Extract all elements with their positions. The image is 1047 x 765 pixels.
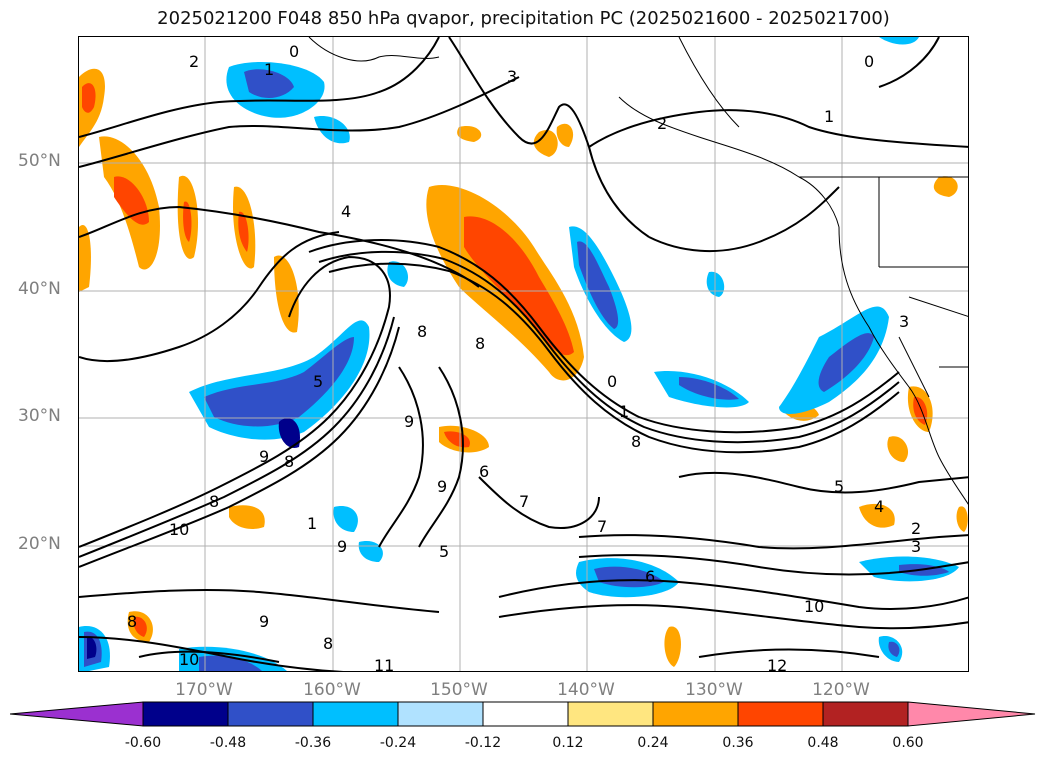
colorbar-swatch-over [907, 701, 1036, 727]
contour-label: 0 [607, 372, 617, 391]
colorbar-tick-label: 0.12 [552, 735, 584, 751]
colorbar-tick-label: -0.48 [209, 735, 247, 751]
contour-label: 5 [313, 372, 323, 391]
colorbar-swatch [397, 701, 484, 727]
lon-label-150w: 150°W [430, 680, 488, 700]
contour-label: 8 [127, 612, 137, 631]
contour-label: 0 [289, 42, 299, 61]
colorbar-tick-label: -0.36 [294, 735, 332, 751]
lat-label-40n: 40°N [18, 279, 61, 299]
contour-label: 0 [864, 52, 874, 71]
contour-label: 9 [259, 612, 269, 631]
contour-label: 12 [767, 656, 787, 672]
contour-label: 8 [323, 634, 333, 653]
map-canvas: 0 1 2 3 0 1 2 4 8 5 8 9 6 7 0 1 8 7 9 5 … [79, 37, 968, 672]
contour-label: 5 [834, 477, 844, 496]
lat-label-50n: 50°N [18, 151, 61, 171]
colorbar-tick-label: 0.48 [807, 735, 839, 751]
contour-label: 9 [437, 477, 447, 496]
contour-label: 1 [307, 514, 317, 533]
lon-label-130w: 130°W [685, 680, 743, 700]
contour-label: 9 [259, 447, 269, 466]
contour-label: 8 [284, 452, 294, 471]
colorbar-tick-label: 0.36 [722, 735, 754, 751]
contour-label: 1 [824, 107, 834, 126]
contour-label: 8 [475, 334, 485, 353]
contour-label: 11 [374, 656, 394, 672]
contour-label: 9 [337, 537, 347, 556]
colorbar-swatch [822, 701, 909, 727]
contour-label: 10 [169, 520, 189, 539]
colorbar-swatch-under [10, 701, 144, 727]
contour-label: 7 [597, 517, 607, 536]
contour-label: 3 [899, 312, 909, 331]
contour-label: 8 [417, 322, 427, 341]
contour-label: 7 [519, 492, 529, 511]
lon-label-120w: 120°W [812, 680, 870, 700]
colorbar-swatch [737, 701, 824, 727]
lat-label-30n: 30°N [18, 406, 61, 426]
contour-label: 4 [874, 497, 884, 516]
contour-lines [79, 37, 968, 671]
colorbar-swatch [652, 701, 739, 727]
contour-label: 1 [619, 402, 629, 421]
lon-label-170w: 170°W [175, 680, 233, 700]
colorbar [10, 701, 1036, 727]
colorbar-tick-label: -0.60 [124, 735, 162, 751]
contour-label: 10 [804, 597, 824, 616]
map-title: 2025021200 F048 850 hPa qvapor, precipit… [157, 8, 890, 29]
contour-label: 1 [264, 60, 274, 79]
contour-label: 3 [507, 67, 517, 86]
colorbar-swatch [312, 701, 399, 727]
contour-labels: 0 1 2 3 0 1 2 4 8 5 8 9 6 7 0 1 8 7 9 5 … [127, 42, 921, 672]
contour-label: 8 [209, 492, 219, 511]
colorbar-swatch [482, 701, 569, 727]
lon-label-160w: 160°W [303, 680, 361, 700]
colorbar-tick-label: -0.12 [464, 735, 502, 751]
contour-label: 6 [645, 567, 655, 586]
contour-label: 6 [479, 462, 489, 481]
contour-label: 10 [179, 650, 199, 669]
lat-label-20n: 20°N [18, 534, 61, 554]
contour-label: 2 [657, 114, 667, 133]
contour-label: 2 [911, 519, 921, 538]
contour-label: 9 [404, 412, 414, 431]
contour-label: 8 [631, 432, 641, 451]
colorbar-swatch [567, 701, 654, 727]
colorbar-tick-label: -0.24 [379, 735, 417, 751]
map-panel: 0 1 2 3 0 1 2 4 8 5 8 9 6 7 0 1 8 7 9 5 … [78, 36, 969, 672]
contour-label: 4 [341, 202, 351, 221]
contour-label: 3 [911, 537, 921, 556]
graticule [79, 37, 968, 671]
contour-label: 2 [189, 52, 199, 71]
colorbar-tick-label: 0.60 [892, 735, 924, 751]
lon-label-140w: 140°W [557, 680, 615, 700]
negative-anomaly-shading [79, 37, 959, 671]
colorbar-swatch [142, 701, 229, 727]
coastlines [308, 37, 968, 505]
contour-label: 5 [439, 542, 449, 561]
colorbar-swatch [227, 701, 314, 727]
colorbar-tick-label: 0.24 [637, 735, 669, 751]
